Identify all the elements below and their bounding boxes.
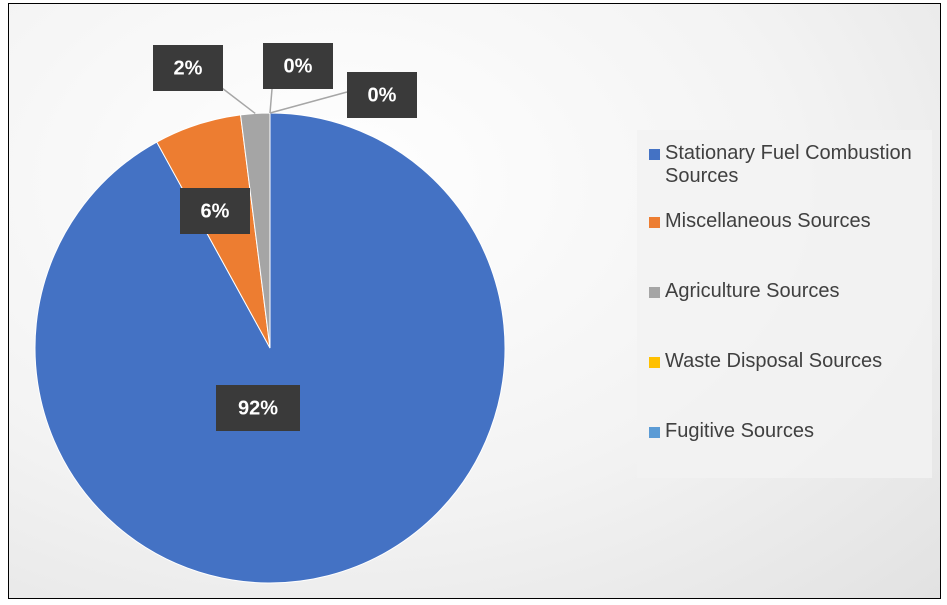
legend: Stationary Fuel Combustion Sources Miscel… — [637, 130, 932, 478]
data-label: 2% — [153, 45, 223, 91]
data-label: 6% — [180, 188, 250, 234]
data-label: 0% — [347, 72, 417, 118]
data-label-box — [347, 72, 417, 118]
legend-item: Fugitive Sources — [649, 420, 919, 443]
legend-swatch — [649, 287, 660, 298]
legend-label: Stationary Fuel Combustion Sources — [665, 142, 912, 187]
pie-slice — [239, 112, 271, 349]
data-label-box — [180, 188, 250, 234]
leader-line — [269, 91, 348, 114]
legend-item: Agriculture Sources — [649, 280, 919, 303]
leader-line — [269, 88, 273, 114]
data-label-box — [216, 385, 300, 431]
data-label-text: 0% — [284, 55, 313, 77]
legend-swatch — [649, 357, 660, 368]
data-label-text: 2% — [174, 57, 203, 79]
data-label-text: 92% — [238, 397, 278, 419]
data-label-box — [263, 43, 333, 89]
legend-swatch — [649, 217, 660, 228]
leader-line — [221, 87, 256, 115]
legend-swatch — [649, 149, 660, 160]
legend-item: Waste Disposal Sources — [649, 350, 919, 373]
legend-label: Waste Disposal Sources — [665, 350, 883, 372]
data-label: 92% — [216, 385, 300, 431]
legend-item: Stationary Fuel Combustion Sources — [649, 142, 919, 188]
legend-label: Fugitive Sources — [665, 420, 814, 442]
legend-label: Agriculture Sources — [665, 280, 840, 302]
data-label-box — [153, 45, 223, 91]
data-label-text: 0% — [368, 84, 397, 106]
data-label: 0% — [263, 43, 333, 89]
legend-swatch — [649, 427, 660, 438]
data-label-text: 6% — [201, 200, 230, 222]
legend-item: Miscellaneous Sources — [649, 210, 919, 233]
legend-label: Miscellaneous Sources — [665, 210, 871, 232]
